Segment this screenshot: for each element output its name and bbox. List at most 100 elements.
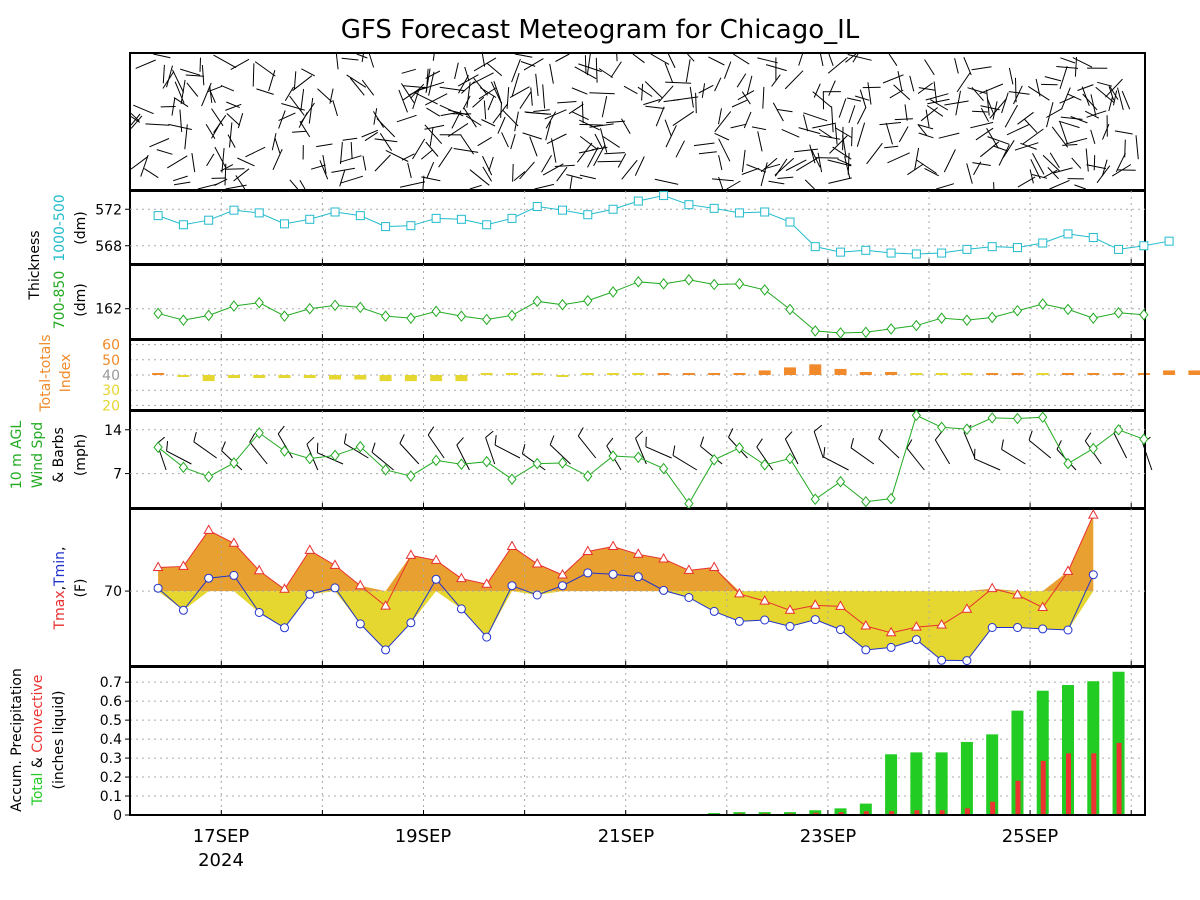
tmax-point	[759, 595, 771, 605]
thickness-850-point	[658, 278, 669, 290]
wind-barb	[427, 434, 445, 459]
upper-wind-barb	[774, 158, 788, 177]
precipitation-panel: 0 0.1 0.2 0.3 0.4 0.5 0.6 0.7	[100, 666, 1146, 824]
tmin-point	[1038, 624, 1048, 634]
upper-wind-barb	[798, 127, 821, 135]
wind-speed-point	[482, 455, 492, 468]
wind-barb	[522, 453, 546, 471]
upper-wind-barb	[174, 181, 191, 186]
upper-wind-barb	[879, 122, 902, 126]
thickness-850-point	[835, 327, 846, 339]
upper-wind-barb	[917, 82, 933, 95]
upper-wind-barb	[579, 123, 604, 126]
tmax-point	[1037, 601, 1049, 611]
upper-wind-barb	[420, 149, 434, 160]
y-tick-label: 70	[104, 584, 122, 600]
upper-wind-barb	[197, 183, 219, 190]
upper-wind-barb	[665, 81, 692, 84]
upper-wind-barb	[1022, 128, 1044, 145]
upper-wind-barb	[1090, 94, 1097, 116]
upper-wind-barb	[606, 120, 626, 124]
tt-bar	[404, 375, 417, 382]
wind-speed-point	[204, 470, 214, 483]
y-tick-label: 0.4	[100, 732, 122, 748]
wind-barb-feather	[934, 431, 942, 441]
upper-wind-barb	[482, 155, 493, 176]
thickness-850-point	[482, 313, 492, 326]
wind-barb-feather	[672, 445, 676, 456]
upper-wind-barb	[584, 55, 587, 74]
tmax-point	[860, 619, 872, 630]
tmax-point	[885, 626, 897, 637]
upper-wind-barb	[827, 159, 852, 167]
upper-wind-barb	[1067, 93, 1082, 101]
upper-wind-barb	[571, 111, 589, 121]
upper-wind-barb	[214, 146, 227, 168]
wind-barb	[645, 446, 672, 459]
wind-barb	[193, 441, 217, 459]
wind-barb-feather	[456, 437, 464, 446]
upper-wind-barb	[268, 70, 276, 92]
tmax-point	[911, 621, 922, 631]
precip-conv-bar	[939, 810, 945, 815]
wind-speed-point	[406, 470, 416, 482]
upper-wind-barb	[798, 53, 803, 66]
upper-wind-barb	[551, 138, 557, 163]
upper-wind-barb	[665, 125, 677, 148]
tt-bar	[303, 375, 316, 379]
upper-wind-barb	[511, 59, 521, 83]
upper-wind-barb	[180, 68, 201, 76]
upper-wind-barb	[897, 71, 903, 91]
upper-wind-barb	[1082, 93, 1098, 111]
tt-bar	[152, 373, 165, 375]
upper-wind-barb	[610, 61, 622, 78]
upper-wind-barb	[579, 174, 596, 180]
upper-wind-barb	[574, 66, 597, 80]
upper-wind-barb	[568, 103, 584, 115]
upper-wind-barb	[224, 163, 227, 186]
tmax-point	[329, 559, 341, 569]
upper-wind-barb	[645, 105, 665, 109]
upper-wind-barb	[226, 168, 245, 170]
thickness-850-point	[962, 314, 972, 326]
upper-wind-barb	[168, 123, 192, 130]
thickness-500-point	[785, 217, 795, 227]
upper-wind-barb	[579, 135, 599, 151]
thickness-850-label: 700-850	[52, 271, 68, 330]
upper-wind-barb	[993, 145, 1009, 152]
upper-wind-barb	[555, 53, 570, 62]
temp-label: Tmax,Tmin,	[52, 547, 68, 631]
tmax-point	[304, 544, 316, 554]
upper-wind-barb	[623, 85, 638, 95]
upper-wind-barb	[804, 179, 815, 190]
y-tick-label: 0	[113, 808, 122, 824]
wind-barb-feather	[549, 435, 555, 445]
thickness-500-label: 1000-500	[52, 194, 68, 261]
warm-fill	[158, 515, 1094, 592]
upper-wind-barb	[975, 127, 994, 141]
temperature-panel: 70	[104, 508, 1146, 667]
upper-wind-barb	[525, 111, 552, 115]
tmax-point	[354, 579, 366, 590]
thickness-850-point	[684, 273, 694, 286]
y-tick-label: 0.5	[100, 713, 122, 729]
upper-wind-barb	[718, 108, 722, 125]
upper-wind-barb	[1121, 90, 1131, 110]
upper-wind-barb	[191, 153, 196, 173]
tt-bar	[227, 375, 240, 379]
upper-wind-barb	[820, 53, 824, 67]
upper-wind-barb	[772, 102, 784, 122]
tmin-point	[734, 616, 744, 626]
upper-wind-barb	[781, 128, 800, 138]
upper-wind-barb	[776, 108, 793, 113]
upper-wind-barb	[933, 81, 938, 103]
wind-barb	[371, 451, 394, 471]
upper-wind-barb	[213, 54, 237, 69]
wind-speed-point	[911, 409, 922, 422]
upper-wind-barb	[230, 58, 250, 71]
precip-amp: &	[30, 753, 46, 773]
upper-wind-barb	[926, 105, 944, 117]
upper-wind-barb	[488, 156, 494, 172]
upper-wind-barb	[1044, 76, 1062, 82]
wind-barb-feather	[785, 431, 793, 440]
